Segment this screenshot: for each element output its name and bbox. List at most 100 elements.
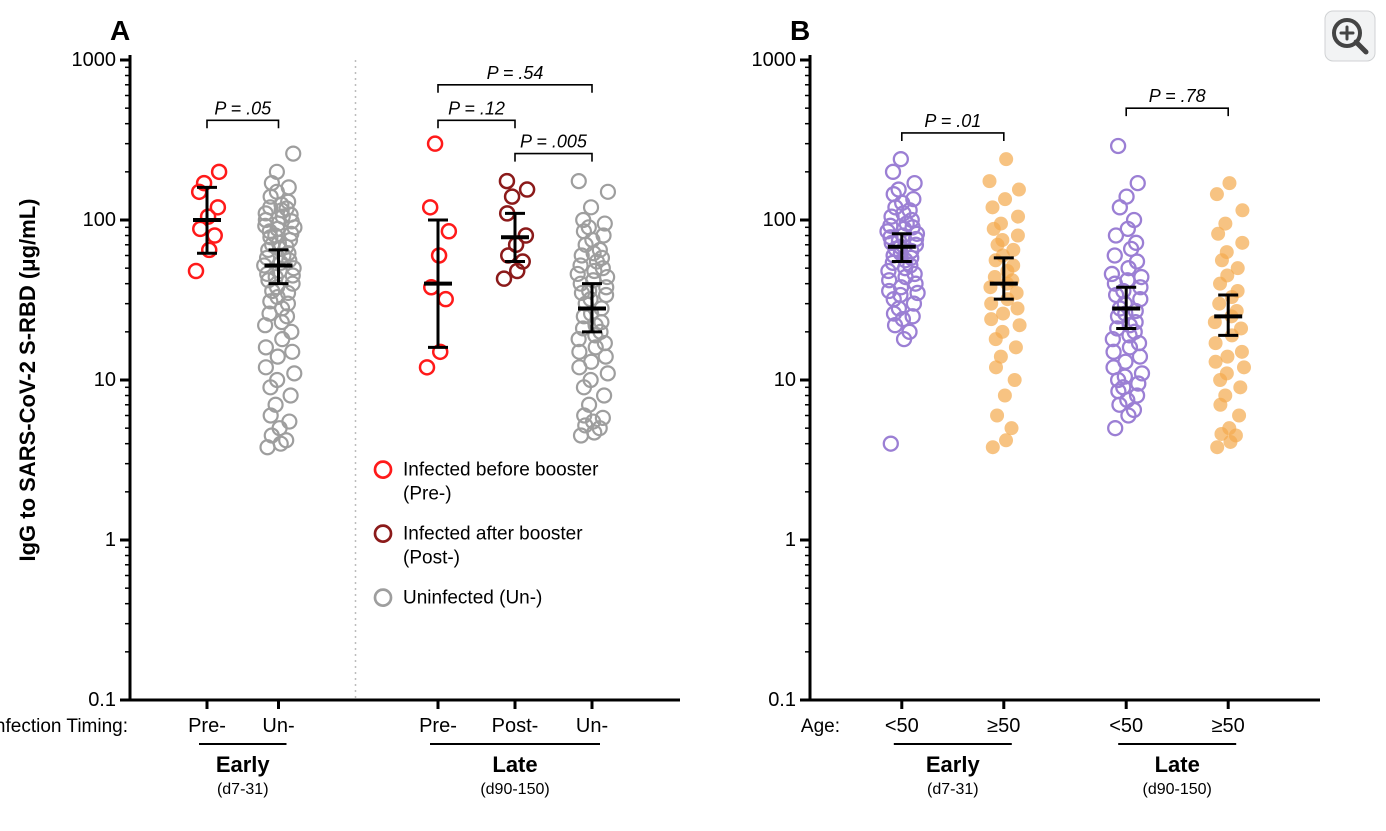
data-point [428,137,442,151]
x-axis-label: Age: [801,716,840,737]
figure-container: A B 0.1 1 10 100 1000 IgG to SARS-CoV-2 S-RBD (… [0,0,1386,831]
x-group-subtitle: (d7-31) [927,781,979,798]
data-point [1005,421,1019,435]
data-point [1009,340,1023,354]
data-point [908,176,922,190]
data-point [998,192,1012,206]
x-group-title: Early [216,752,271,777]
data-point [601,185,615,199]
x-group-title: Late [1155,752,1200,777]
data-point [1108,421,1122,435]
legend-label: Infected after booster [403,524,583,545]
y-tick-label: 1000 [752,49,797,71]
data-point [996,307,1010,321]
data-point [1012,183,1026,197]
data-point [597,389,611,403]
data-point [884,437,898,451]
data-point [1013,318,1027,332]
legend-sublabel: (Post-) [403,548,460,569]
data-point [259,340,273,354]
y-tick-label: 10 [774,369,796,391]
data-point [212,165,226,179]
x-category-label: ≥50 [987,715,1020,737]
chart-svg: A B 0.1 1 10 100 1000 IgG to SARS-CoV-2 S-RBD (… [0,0,1386,831]
data-point [886,165,900,179]
data-point [1120,190,1134,204]
x-category-label: <50 [1109,715,1143,737]
data-point [1011,210,1025,224]
data-point [894,152,908,166]
data-point [1011,229,1025,243]
data-point [285,345,299,359]
y-tick-label: 1 [785,529,796,551]
p-value-label: P = .05 [214,98,272,118]
data-point [520,183,534,197]
p-value-label: P = .78 [1149,86,1206,106]
data-point [584,355,598,369]
data-point [1220,350,1234,364]
data-point [420,360,434,374]
data-point [1235,203,1249,217]
data-point [1212,297,1226,311]
data-point [270,165,284,179]
y-tick-label: 100 [83,209,116,231]
y-tick-label: 100 [763,209,796,231]
x-group-subtitle: (d90-150) [480,781,549,798]
zoom-icon[interactable] [1324,10,1376,62]
legend-marker [375,526,391,542]
data-point [881,264,895,278]
data-point [1210,187,1224,201]
data-point [1218,389,1232,403]
data-point [1006,243,1020,257]
data-point [202,243,216,257]
x-category-label: ≥50 [1212,715,1245,737]
data-point [572,174,586,188]
data-point [571,267,585,281]
data-point [1220,366,1234,380]
data-point [587,264,601,278]
data-point [1233,380,1247,394]
y-tick-label: 0.1 [88,689,116,711]
x-category-label: Pre- [188,715,226,737]
data-point [439,292,453,306]
x-group-subtitle: (d7-31) [217,781,269,798]
data-point [505,190,519,204]
data-point [1232,408,1246,422]
data-point [994,350,1008,364]
data-point [423,200,437,214]
data-point [1134,270,1148,284]
data-point [287,366,301,380]
legend-marker [375,462,391,478]
panel-b-letter: B [790,15,810,46]
data-point [986,200,1000,214]
y-tick-label: 1 [105,529,116,551]
panel-a-letter: A [110,15,130,46]
data-point [1105,267,1119,281]
data-point [984,312,998,326]
data-point [1131,176,1145,190]
x-category-label: Un- [576,715,608,737]
data-point [1222,421,1236,435]
data-point [286,147,300,161]
x-group-title: Late [492,752,537,777]
p-value-label: P = .12 [448,98,505,118]
data-point [1006,258,1020,272]
data-point [189,264,203,278]
data-point [1218,217,1232,231]
data-point [208,229,222,243]
data-point [994,217,1008,231]
data-point [282,415,296,429]
data-point [999,433,1013,447]
data-point [500,174,514,188]
x-category-label: <50 [885,715,919,737]
x-category-label: Pre- [419,715,457,737]
x-category-label: Un- [262,715,294,737]
p-value-label: P = .54 [487,63,544,83]
data-point [983,174,997,188]
data-point [282,180,296,194]
data-point [1231,261,1245,275]
y-axis-label: IgG to SARS-CoV-2 S-RBD (μg/mL) [15,199,40,562]
legend-label: Infected before booster [403,460,599,481]
data-point [442,224,456,238]
data-point [1237,360,1251,374]
